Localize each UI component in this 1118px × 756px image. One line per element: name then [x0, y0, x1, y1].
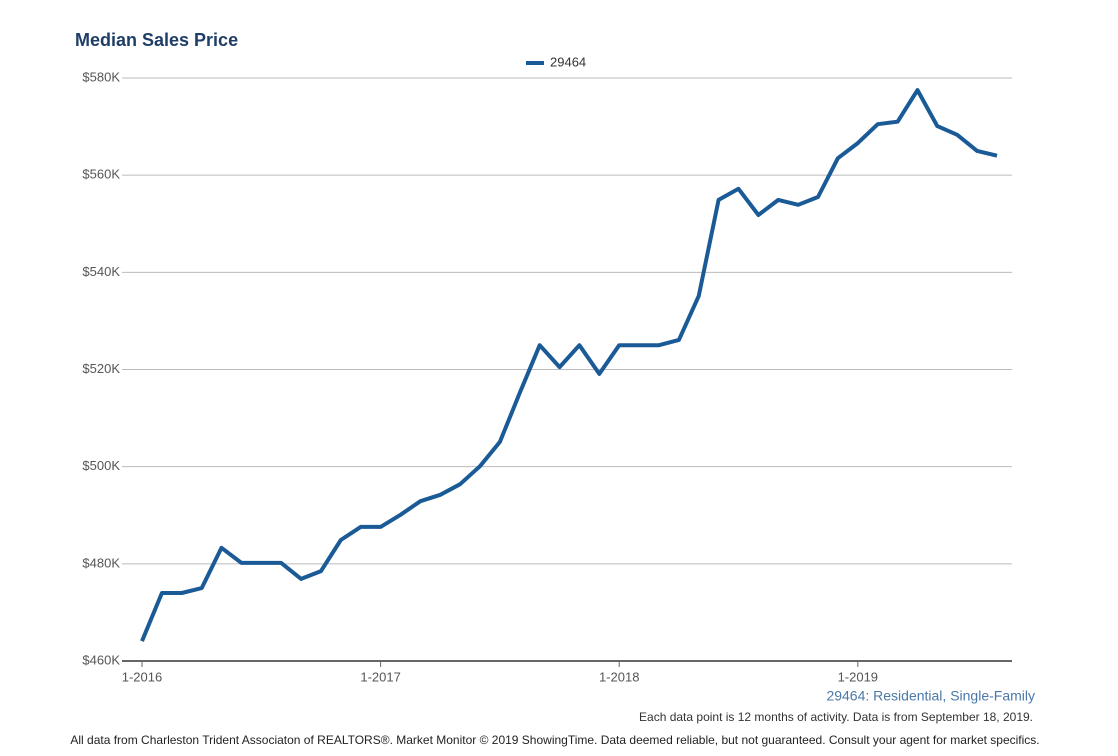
chart-title: Median Sales Price — [75, 30, 238, 50]
legend-label: 29464 — [550, 54, 586, 69]
annotation: Each data point is 12 months of activity… — [639, 710, 1033, 724]
y-tick-label: $460K — [82, 652, 120, 667]
y-tick-label: $520K — [82, 361, 120, 376]
y-tick-label: $480K — [82, 555, 120, 570]
x-tick-label: 1-2016 — [122, 669, 162, 684]
y-tick-label: $580K — [82, 69, 120, 84]
y-tick-label: $560K — [82, 167, 120, 182]
data-line — [140, 88, 998, 642]
x-tick-label: 1-2017 — [360, 669, 400, 684]
annotation: All data from Charleston Trident Associa… — [70, 733, 1039, 747]
annotation: 29464: Residential, Single-Family — [826, 688, 1035, 704]
x-tick-label: 1-2019 — [838, 669, 878, 684]
x-tick-label: 1-2018 — [599, 669, 639, 684]
y-tick-label: $500K — [82, 458, 120, 473]
y-tick-label: $540K — [82, 264, 120, 279]
